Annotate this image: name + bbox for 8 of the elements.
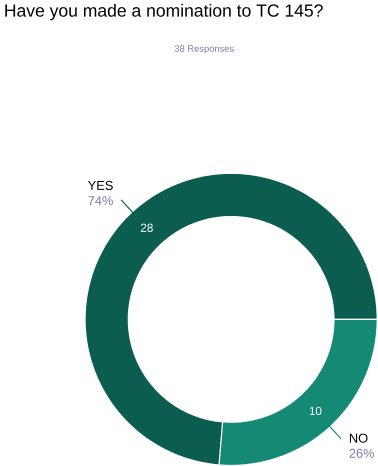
chart-title: Have you made a nomination to TC 145? — [5, 4, 323, 20]
chart-subtitle: 38 Responses — [174, 45, 234, 54]
data-label: 28 — [141, 224, 153, 232]
slice-label: NO — [350, 434, 368, 443]
slice-label: YES — [88, 180, 113, 190]
text: 26% — [350, 448, 374, 458]
text: 74% — [88, 196, 114, 206]
data-label: 10 — [310, 406, 322, 416]
